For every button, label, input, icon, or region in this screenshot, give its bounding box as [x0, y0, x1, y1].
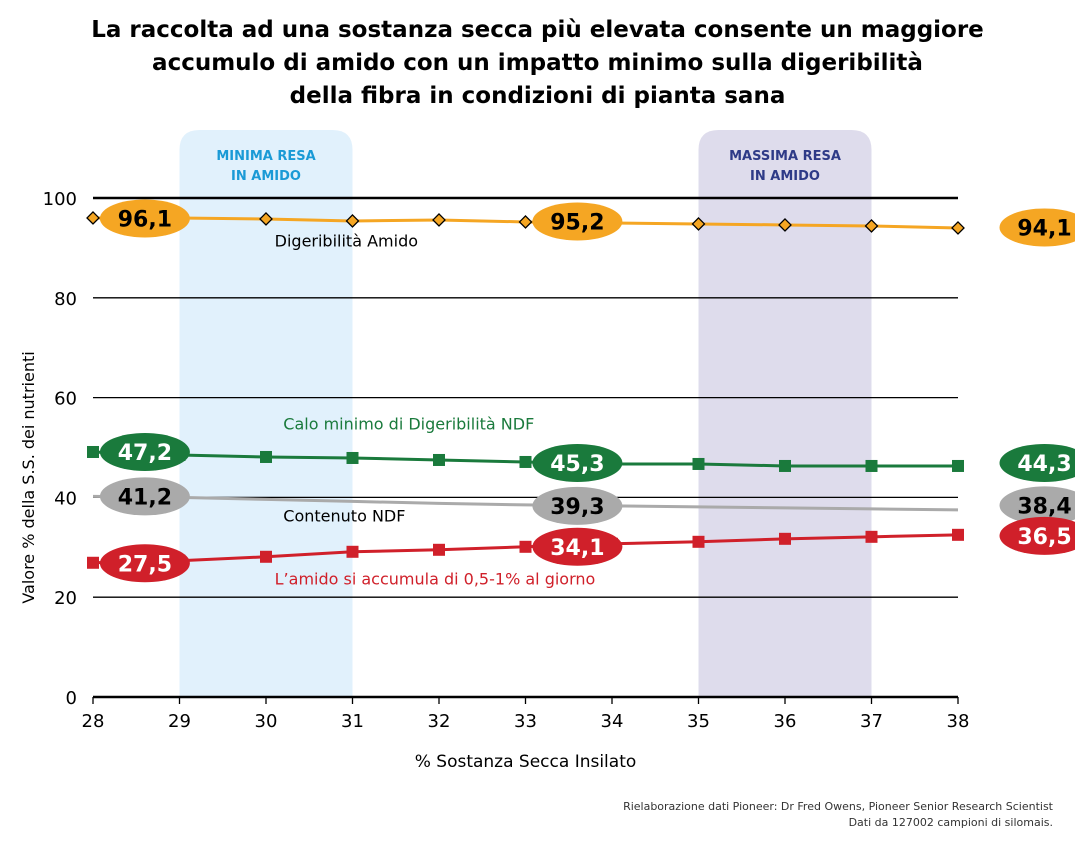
y-tick-label: 40	[54, 488, 77, 509]
value-callout-label: 34,1	[550, 536, 604, 561]
series-name-label: Digeribilità Amido	[275, 231, 418, 250]
data-point	[345, 214, 360, 228]
value-callout-label: 94,1	[1017, 216, 1071, 241]
value-callout-label: 95,2	[550, 210, 604, 235]
data-point	[692, 457, 705, 470]
x-tick-label: 37	[860, 711, 883, 732]
value-callout-label: 36,5	[1017, 525, 1071, 550]
value-callout	[999, 208, 1075, 247]
band-label: MINIMA RESA	[216, 149, 315, 164]
chart-title: La raccolta ad una sostanza secca più el…	[0, 14, 1075, 113]
data-point	[692, 535, 705, 548]
value-callout-label: 38,4	[1017, 494, 1071, 519]
data-point	[778, 218, 792, 232]
series-name-label: L’amido si accumula di 0,5-1% al giorno	[275, 570, 596, 589]
value-callout-label: 39,3	[550, 495, 604, 520]
value-callout	[99, 199, 190, 238]
data-point	[433, 453, 445, 466]
value-callout	[99, 477, 190, 516]
band-label: IN AMIDO	[231, 169, 301, 184]
value-callout-label: 27,5	[118, 552, 172, 577]
x-tick-label: 30	[255, 711, 278, 732]
title-line-1: La raccolta ad una sostanza secca più el…	[91, 17, 984, 43]
data-point	[779, 532, 791, 545]
x-axis-label: % Sostanza Secca Insilato	[415, 752, 637, 772]
data-point	[691, 217, 706, 231]
series-name-label: Calo minimo di Digeribilità NDF	[283, 415, 534, 434]
value-callout	[999, 486, 1075, 525]
x-tick-label: 29	[168, 711, 191, 732]
value-callout	[999, 443, 1075, 482]
y-tick-label: 60	[54, 389, 77, 410]
data-point	[779, 459, 791, 472]
data-point	[346, 451, 359, 464]
data-point	[864, 219, 879, 233]
data-point	[260, 450, 272, 463]
data-point	[259, 212, 273, 226]
footnote-samples: Dati da 127002 campioni di silomais.	[848, 816, 1053, 829]
value-callout-label: 41,2	[118, 485, 172, 510]
data-point	[87, 445, 99, 458]
y-tick-label: 80	[54, 289, 77, 310]
band-label: IN AMIDO	[750, 169, 820, 184]
x-tick-label: 31	[341, 711, 364, 732]
x-tick-label: 36	[774, 711, 797, 732]
title-line-2: accumulo di amido con un impatto minimo …	[152, 50, 923, 76]
x-tick-label: 32	[428, 711, 451, 732]
x-tick-label: 34	[601, 711, 624, 732]
x-tick-label: 33	[514, 711, 537, 732]
value-callout	[99, 432, 190, 471]
data-point	[952, 459, 964, 472]
y-tick-label: 0	[66, 688, 77, 709]
footnote-source: Rielaborazione dati Pioneer: Dr Fred Owe…	[623, 800, 1053, 813]
data-point	[433, 543, 445, 556]
data-point	[865, 459, 878, 472]
data-point	[518, 215, 533, 229]
x-tick-label: 38	[947, 711, 970, 732]
data-point	[865, 530, 878, 543]
data-point	[519, 455, 532, 468]
data-point	[87, 556, 99, 569]
series-line-2	[92, 494, 959, 512]
value-callout	[532, 527, 623, 566]
data-point	[952, 528, 964, 541]
value-callout	[532, 202, 623, 241]
value-callout-label: 96,1	[118, 207, 172, 232]
band-label: MASSIMA RESA	[729, 149, 841, 164]
data-point	[519, 540, 532, 553]
y-tick-label: 100	[43, 189, 77, 210]
data-point	[346, 545, 359, 558]
value-callout	[532, 443, 623, 482]
value-callout	[99, 544, 190, 583]
data-point	[432, 213, 446, 227]
data-point	[260, 550, 272, 563]
y-tick-label: 20	[54, 588, 77, 609]
y-axis-label: Valore % della S.S. dei nutrienti	[19, 351, 38, 603]
band-1	[698, 130, 872, 697]
data-point	[951, 221, 965, 235]
value-callout-label: 45,3	[550, 452, 604, 477]
title-line-3: della fibra in condizioni di pianta sana	[289, 83, 786, 109]
series-name-label: Contenuto NDF	[283, 506, 405, 525]
value-callout-label: 47,2	[118, 441, 172, 466]
x-tick-label: 35	[687, 711, 710, 732]
value-callout-label: 44,3	[1017, 452, 1071, 477]
data-point	[86, 211, 100, 225]
x-tick-label: 28	[82, 711, 105, 732]
value-callout	[532, 486, 623, 525]
value-callout	[999, 516, 1075, 555]
